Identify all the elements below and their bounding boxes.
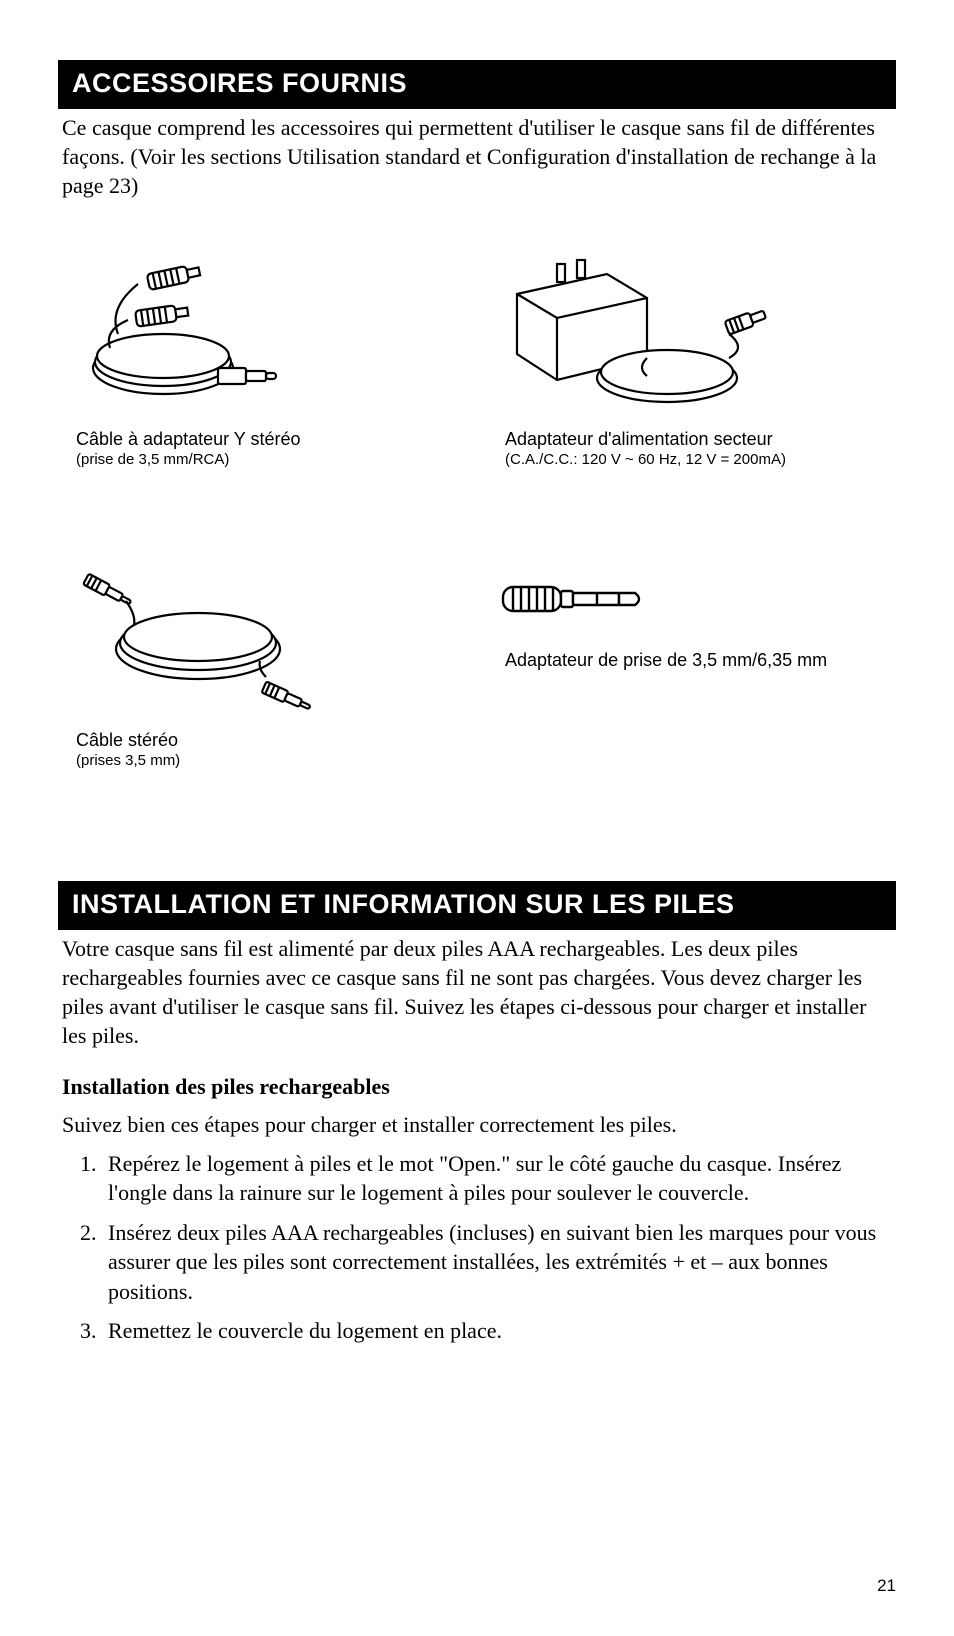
accessory-stereo-cable: Câble stéréo (prises 3,5 mm) (68, 559, 457, 770)
stereo-cable-sub: (prises 3,5 mm) (68, 752, 457, 771)
page-number: 21 (877, 1576, 896, 1596)
plug-adapter-label: Adaptateur de prise de 3,5 mm/6,35 mm (497, 649, 886, 672)
install-step-3: Remettez le couvercle du logement en pla… (102, 1316, 896, 1345)
accessories-grid: Câble à adaptateur Y stéréo (prise de 3,… (58, 258, 896, 771)
power-adapter-label: Adaptateur d'alimentation secteur (497, 428, 886, 451)
stereo-cable-label: Câble stéréo (68, 729, 457, 752)
accessories-intro: Ce casque comprend les accessoires qui p… (58, 113, 896, 200)
power-adapter-sub: (C.A./C.C.: 120 V ~ 60 Hz, 12 V = 200mA) (497, 451, 886, 470)
install-steps: Repérez le logement à piles et le mot "O… (58, 1149, 896, 1346)
accessory-y-cable: Câble à adaptateur Y stéréo (prise de 3,… (68, 258, 457, 469)
y-cable-sub: (prise de 3,5 mm/RCA) (68, 451, 457, 470)
plug-adapter-illustration (497, 559, 886, 639)
plug-adapter-icon (497, 579, 657, 619)
section-heading-accessories: ACCESSOIRES FOURNIS (58, 60, 896, 109)
install-step-2: Insérez deux piles AAA rechargeables (in… (102, 1218, 896, 1306)
power-adapter-icon (497, 258, 797, 418)
stereo-cable-illustration (68, 559, 457, 719)
y-cable-illustration (68, 258, 457, 418)
y-cable-label: Câble à adaptateur Y stéréo (68, 428, 457, 451)
accessory-power-adapter: Adaptateur d'alimentation secteur (C.A./… (497, 258, 886, 469)
accessory-plug-adapter: Adaptateur de prise de 3,5 mm/6,35 mm (497, 559, 886, 770)
batteries-intro: Votre casque sans fil est alimenté par d… (58, 934, 896, 1050)
install-subhead: Installation des piles rechargeables (58, 1074, 896, 1100)
y-cable-icon (68, 258, 288, 418)
power-adapter-illustration (497, 258, 886, 418)
install-step-1: Repérez le logement à piles et le mot "O… (102, 1149, 896, 1208)
stereo-cable-icon (68, 559, 328, 719)
install-lead: Suivez bien ces étapes pour charger et i… (58, 1110, 896, 1139)
section-heading-batteries: INSTALLATION ET INFORMATION SUR LES PILE… (58, 881, 896, 930)
